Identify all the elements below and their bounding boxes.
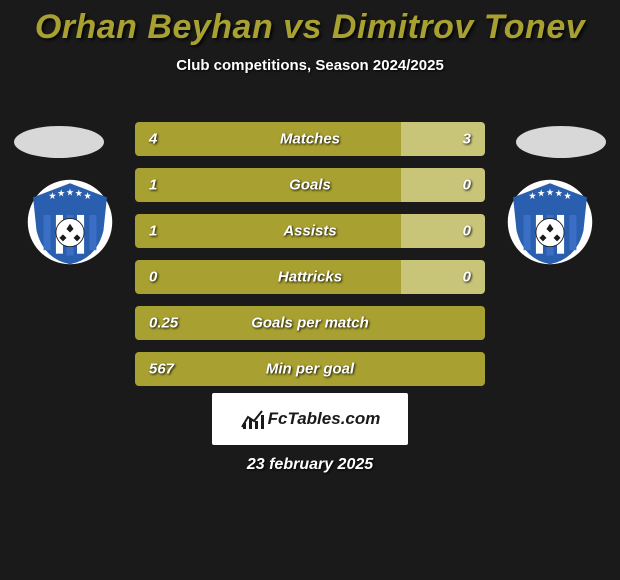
club-badge-left [26,178,114,266]
stat-row: 10Goals [135,168,485,202]
stat-label: Assists [135,223,485,240]
stat-row: 00Hattricks [135,260,485,294]
page-subtitle: Club competitions, Season 2024/2025 [0,57,620,74]
date-text: 23 february 2025 [0,456,620,474]
stat-label: Matches [135,131,485,148]
brand-text: FcTables.com [268,409,381,429]
stats-panel: 43Matches 10Goals 10Assists 00Hattricks 0.25… [135,122,485,398]
stat-label: Hattricks [135,269,485,286]
player-ellipse-right [516,126,606,158]
stat-row: 43Matches [135,122,485,156]
brand-chart-icon [240,407,266,431]
stat-label: Goals per match [135,315,485,332]
club-badge-right [506,178,594,266]
player-ellipse-left [14,126,104,158]
stat-row: 567Min per goal [135,352,485,386]
page-title: Orhan Beyhan vs Dimitrov Tonev [0,0,620,47]
stat-label: Goals [135,177,485,194]
stat-label: Min per goal [135,361,485,378]
stat-row: 0.25Goals per match [135,306,485,340]
brand-box: FcTables.com [212,393,408,445]
stat-row: 10Assists [135,214,485,248]
